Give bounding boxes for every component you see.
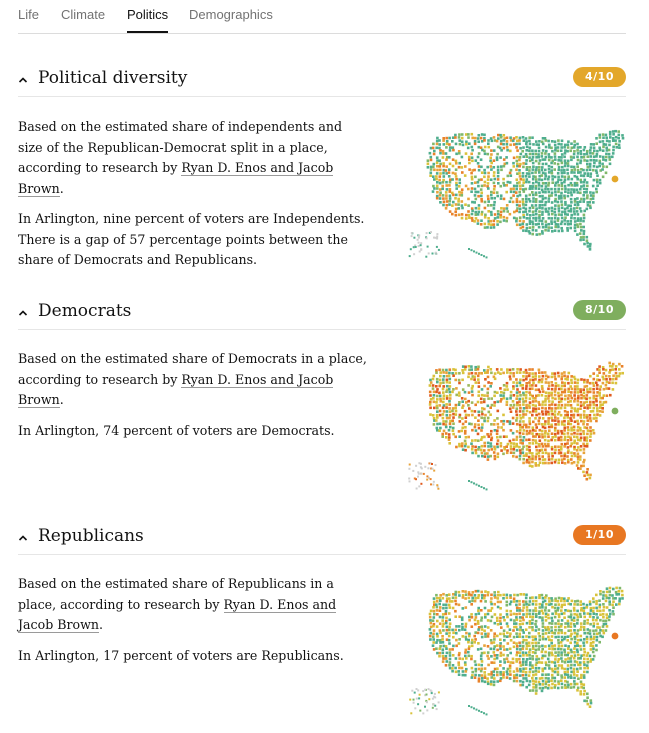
description-text: Based on the estimated share of independ… bbox=[18, 119, 343, 175]
description-paragraph: Based on the estimated share of independ… bbox=[18, 117, 370, 199]
chevron-up-icon bbox=[18, 77, 28, 83]
us-democrats-map-icon bbox=[404, 354, 628, 494]
research-link[interactable]: Ryan D. Enos and Jacob Brown bbox=[18, 596, 337, 633]
section-title: Political diversity bbox=[38, 68, 188, 88]
section-title: Democrats bbox=[38, 301, 132, 321]
description-text: Based on the estimated share of Democrat… bbox=[18, 351, 367, 387]
section-description: Based on the estimated share of Democrat… bbox=[18, 349, 370, 451]
detail-paragraph: In Arlington, 74 percent of voters are D… bbox=[18, 422, 335, 438]
research-link[interactable]: Ryan D. Enos and Jacob Brown bbox=[18, 160, 334, 197]
section-header[interactable]: Political diversity 4/10 bbox=[18, 64, 626, 97]
description-end: . bbox=[59, 180, 64, 196]
score-badge: 1/10 bbox=[573, 525, 626, 545]
politics-page: Life Climate Politics Demographics Polit… bbox=[18, 0, 626, 733]
detail-paragraph: In Arlington, nine percent of voters are… bbox=[18, 211, 365, 267]
score-badge: 4/10 bbox=[573, 67, 626, 87]
research-link[interactable]: Ryan D. Enos and Jacob Brown bbox=[18, 371, 334, 408]
score-badge: 8/10 bbox=[573, 300, 626, 320]
description-paragraph: Based on the estimated share of Democrat… bbox=[18, 349, 370, 411]
description-end: . bbox=[99, 617, 104, 632]
section-header[interactable]: Republicans 1/10 bbox=[18, 522, 626, 555]
tab-climate[interactable]: Climate bbox=[61, 7, 106, 22]
us-political-diversity-map-icon bbox=[404, 122, 628, 262]
description-text: Based on the estimated share of Republic… bbox=[18, 576, 334, 612]
detail-paragraph: In Arlington, 17 percent of voters are R… bbox=[18, 647, 344, 663]
section-description: Based on the estimated share of Republic… bbox=[18, 574, 370, 676]
section-title: Republicans bbox=[38, 526, 144, 546]
us-republicans-map-icon bbox=[404, 579, 628, 719]
section-header[interactable]: Democrats 8/10 bbox=[18, 297, 626, 330]
description-paragraph: Based on the estimated share of Republic… bbox=[18, 574, 370, 636]
description-end: . bbox=[59, 392, 64, 407]
tab-bar: Life Climate Politics Demographics bbox=[18, 0, 626, 34]
chevron-up-icon bbox=[18, 535, 28, 541]
tab-politics[interactable]: Politics bbox=[127, 8, 169, 33]
tab-demographics[interactable]: Demographics bbox=[189, 7, 273, 22]
section-description: Based on the estimated share of independ… bbox=[18, 117, 370, 281]
tab-life[interactable]: Life bbox=[18, 7, 39, 22]
chevron-up-icon bbox=[18, 310, 28, 316]
